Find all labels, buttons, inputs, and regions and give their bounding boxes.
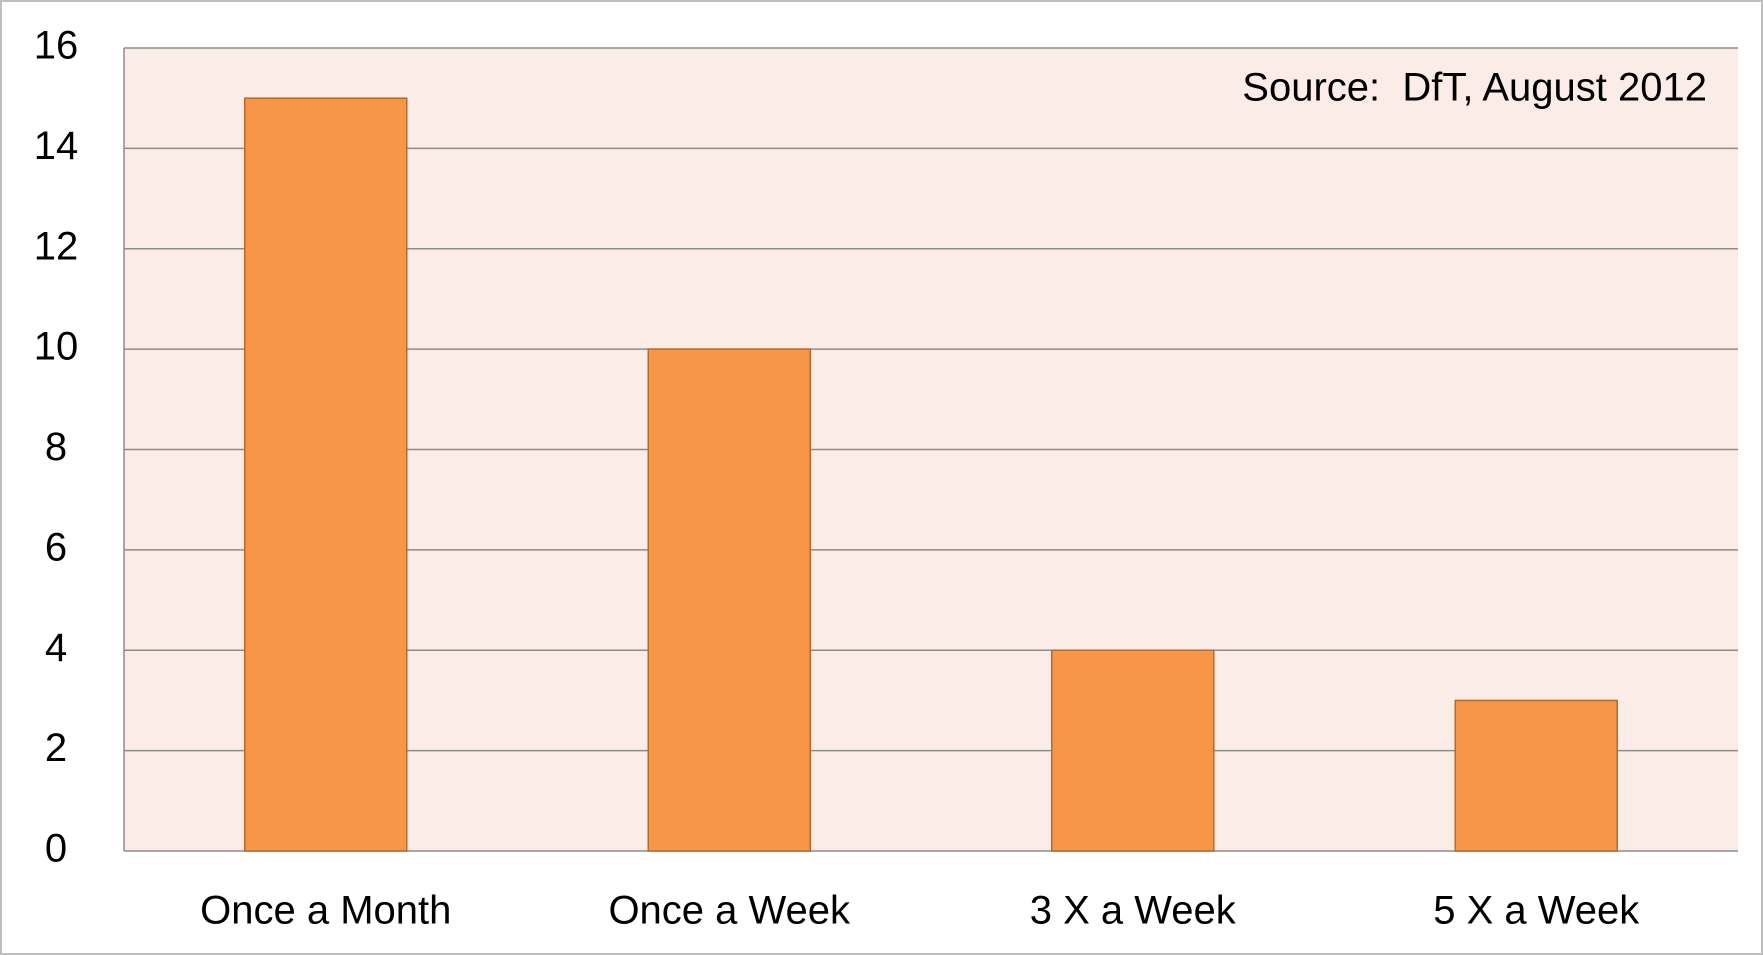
y-tick-label: 4 — [45, 626, 67, 670]
page: Source: DfT, August 2012 0 2 4 6 8 10 12 14 16 On… — [0, 0, 1763, 955]
chart: Source: DfT, August 2012 0 2 4 6 8 10 12 14 16 On… — [0, 0, 1763, 955]
bar — [245, 98, 407, 851]
x-tick-label: 3 X a Week — [1030, 889, 1237, 933]
y-tick-label: 0 — [45, 827, 67, 871]
y-tick-label: 14 — [34, 124, 79, 168]
x-tick-label: 5 X a Week — [1433, 889, 1640, 933]
bar — [1455, 700, 1617, 851]
y-tick-label: 12 — [34, 224, 79, 268]
y-tick-label: 16 — [34, 24, 79, 68]
y-tick-label: 10 — [34, 325, 79, 369]
source-annotation: Source: DfT, August 2012 — [1242, 66, 1707, 110]
y-tick-label: 6 — [45, 525, 67, 569]
bar — [648, 349, 810, 851]
y-tick-label: 2 — [45, 726, 67, 770]
x-tick-label: Once a Week — [608, 889, 851, 933]
y-tick-label: 8 — [45, 425, 67, 469]
bar — [1052, 650, 1214, 851]
x-tick-label: Once a Month — [200, 889, 451, 933]
